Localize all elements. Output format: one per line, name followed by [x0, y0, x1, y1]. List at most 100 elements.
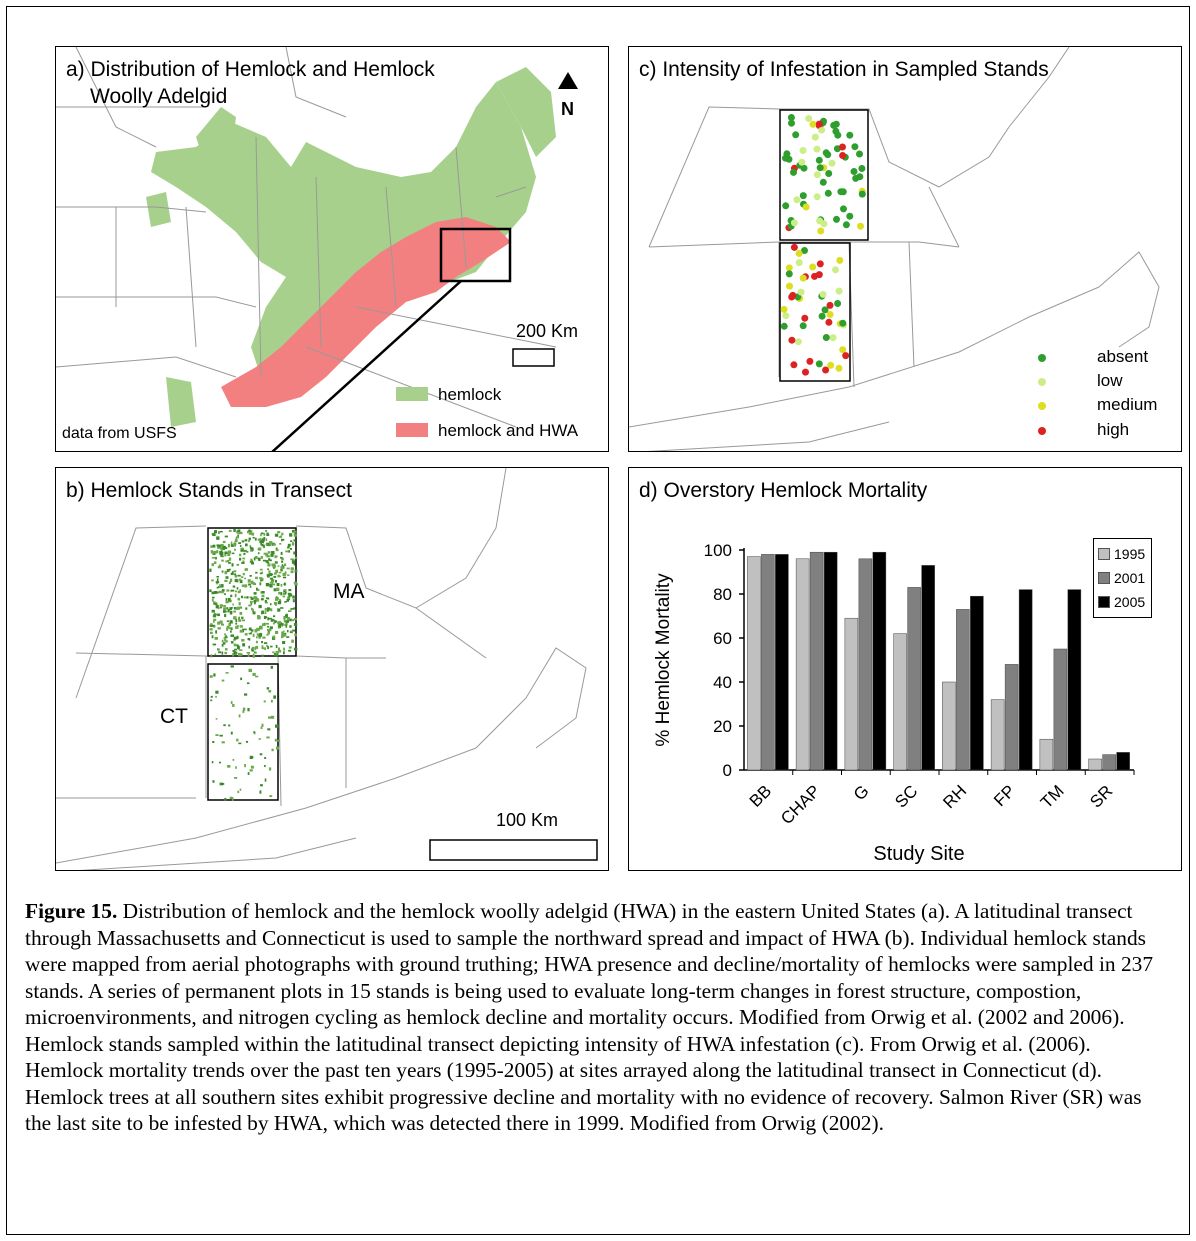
stand-speck	[225, 560, 229, 563]
stand-speck	[259, 790, 262, 794]
stand-speck	[279, 543, 282, 545]
stand-speck	[239, 531, 243, 535]
stand-speck	[230, 544, 234, 547]
stand-speck	[213, 625, 216, 628]
stand-speck	[247, 579, 251, 583]
stand-speck	[211, 551, 214, 554]
stand-dot	[793, 196, 801, 204]
stand-speck	[286, 636, 290, 638]
north-arrow-icon	[558, 72, 578, 89]
eastern-us-map	[56, 47, 578, 451]
stand-speck	[242, 707, 246, 711]
stand-speck	[211, 579, 214, 582]
stand-speck	[227, 597, 231, 602]
stand-speck	[231, 607, 233, 609]
stand-speck	[278, 622, 282, 626]
stand-dot	[802, 368, 809, 376]
stand-dot	[827, 361, 835, 369]
stand-speck	[292, 558, 295, 562]
stand-speck	[275, 598, 279, 601]
stand-speck	[252, 654, 255, 658]
stand-speck	[234, 574, 238, 578]
stand-speck	[260, 579, 263, 582]
stand-speck	[243, 628, 247, 631]
stand-speck	[284, 601, 287, 603]
stand-speck	[261, 571, 264, 574]
x-tick-label: FP	[990, 781, 1019, 810]
stand-speck	[250, 558, 253, 562]
stand-speck	[272, 564, 276, 568]
stand-dot	[837, 188, 845, 196]
stand-dot	[819, 290, 827, 298]
stand-speck	[233, 616, 237, 620]
stand-speck	[266, 633, 269, 636]
stand-dot	[795, 250, 803, 257]
stand-speck	[283, 619, 286, 623]
stand-speck	[249, 545, 252, 549]
stand-speck	[238, 645, 241, 648]
stand-speck	[282, 565, 285, 569]
stand-speck	[264, 765, 266, 767]
stand-speck	[288, 610, 292, 612]
stand-speck	[246, 652, 251, 654]
stand-speck	[221, 549, 223, 552]
stand-speck	[216, 544, 220, 547]
stand-speck	[266, 622, 269, 625]
stand-speck	[270, 618, 274, 622]
stand-speck	[268, 690, 272, 693]
stand-speck	[282, 630, 285, 633]
stand-speck	[260, 533, 262, 537]
stand-speck	[223, 607, 227, 611]
stand-speck	[252, 611, 256, 615]
stand-speck	[222, 547, 225, 550]
stand-speck	[211, 761, 214, 764]
stand-speck	[270, 573, 274, 576]
stand-speck	[275, 587, 280, 592]
stand-speck	[267, 631, 271, 635]
stand-dot	[835, 287, 843, 295]
stand-speck	[273, 588, 277, 592]
stand-speck	[282, 592, 286, 595]
stand-speck	[283, 576, 287, 579]
stand-speck	[267, 551, 271, 554]
stand-speck	[266, 687, 270, 690]
stand-speck	[223, 637, 226, 640]
stand-speck	[219, 584, 221, 588]
stand-speck	[294, 618, 297, 621]
stand-speck	[290, 558, 294, 561]
stand-dot	[834, 131, 842, 139]
stand-speck	[270, 665, 274, 669]
stand-speck	[229, 607, 232, 611]
stand-speck	[265, 538, 268, 542]
stand-speck	[230, 634, 234, 637]
stand-speck	[230, 665, 234, 668]
stand-speck	[223, 724, 226, 727]
stand-speck	[286, 567, 290, 570]
stand-speck	[217, 627, 221, 630]
stand-speck	[285, 621, 288, 626]
stand-speck	[294, 633, 297, 637]
stand-speck	[268, 716, 272, 719]
stand-speck	[272, 543, 276, 546]
stand-dot	[858, 190, 866, 198]
stand-speck	[293, 607, 296, 610]
stand-speck	[285, 624, 288, 628]
stand-speck	[213, 618, 217, 621]
stand-speck	[276, 746, 279, 750]
stand-speck	[292, 530, 295, 533]
stand-speck	[294, 569, 298, 573]
stand-speck	[211, 609, 215, 613]
stand-speck	[232, 585, 236, 588]
stand-speck	[248, 604, 252, 607]
stand-dot	[813, 171, 821, 179]
stand-speck	[215, 581, 220, 584]
stand-speck	[254, 651, 257, 654]
stand-speck	[233, 638, 236, 641]
stand-speck	[241, 584, 244, 588]
stand-speck	[227, 553, 231, 557]
stand-speck	[234, 590, 237, 593]
bar-G-1995	[844, 617, 859, 771]
stand-speck	[224, 535, 228, 538]
stand-dot	[825, 318, 833, 326]
stand-speck	[231, 571, 234, 574]
